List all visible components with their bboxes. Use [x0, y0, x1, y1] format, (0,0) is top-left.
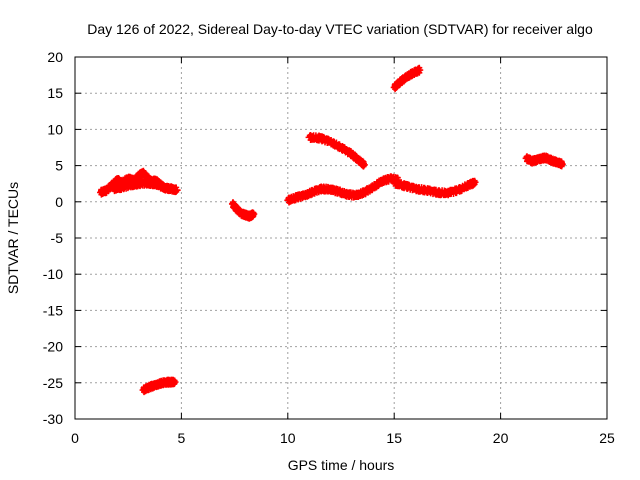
- x-tick-label: 5: [178, 430, 186, 446]
- y-tick-label: -15: [43, 302, 63, 318]
- series-arc1b: [109, 177, 168, 195]
- x-tick-label: 15: [386, 430, 402, 446]
- y-tick-label: -10: [43, 266, 63, 282]
- grid: [75, 57, 607, 419]
- y-axis-label: SDTVAR / TECUs: [5, 182, 21, 294]
- x-axis-label: GPS time / hours: [288, 457, 395, 473]
- y-tick-label: 0: [55, 194, 63, 210]
- y-tick-label: 15: [47, 85, 63, 101]
- series-arc3: [228, 199, 258, 222]
- series-arc7: [390, 177, 479, 199]
- trace-arc5: [306, 132, 367, 170]
- y-tick-label: -30: [43, 411, 63, 427]
- y-tick-label: 20: [47, 49, 63, 65]
- trace-arc8: [523, 152, 565, 170]
- x-tick-label: 20: [493, 430, 509, 446]
- axis-ticks: 0 5 10 15 20 25 20 15 10 5 0 -5 -10 -15 -20 -25 -30: [43, 49, 615, 446]
- series-arc4: [284, 173, 402, 206]
- x-tick-label: 25: [599, 430, 615, 446]
- trace-arc7: [392, 177, 478, 199]
- series-arc2: [139, 376, 179, 396]
- y-tick-label: 5: [55, 158, 63, 174]
- chart-title: Day 126 of 2022, Sidereal Day-to-day VTE…: [87, 21, 593, 37]
- x-tick-label: 0: [71, 430, 79, 446]
- trace-arc4: [285, 173, 401, 206]
- x-tick-label: 10: [280, 430, 296, 446]
- y-tick-label: -5: [51, 230, 64, 246]
- trace-arc2: [140, 376, 178, 396]
- series-arc6: [390, 64, 424, 93]
- y-tick-label: -20: [43, 339, 63, 355]
- series-arc8: [522, 152, 566, 170]
- trace-arc3: [229, 199, 257, 222]
- trace-arc1b: [110, 177, 167, 195]
- data-points: [97, 64, 566, 396]
- series-arc5: [305, 132, 368, 170]
- trace-arc6: [391, 64, 423, 93]
- y-tick-label: 10: [47, 121, 63, 137]
- y-tick-label: -25: [43, 375, 63, 391]
